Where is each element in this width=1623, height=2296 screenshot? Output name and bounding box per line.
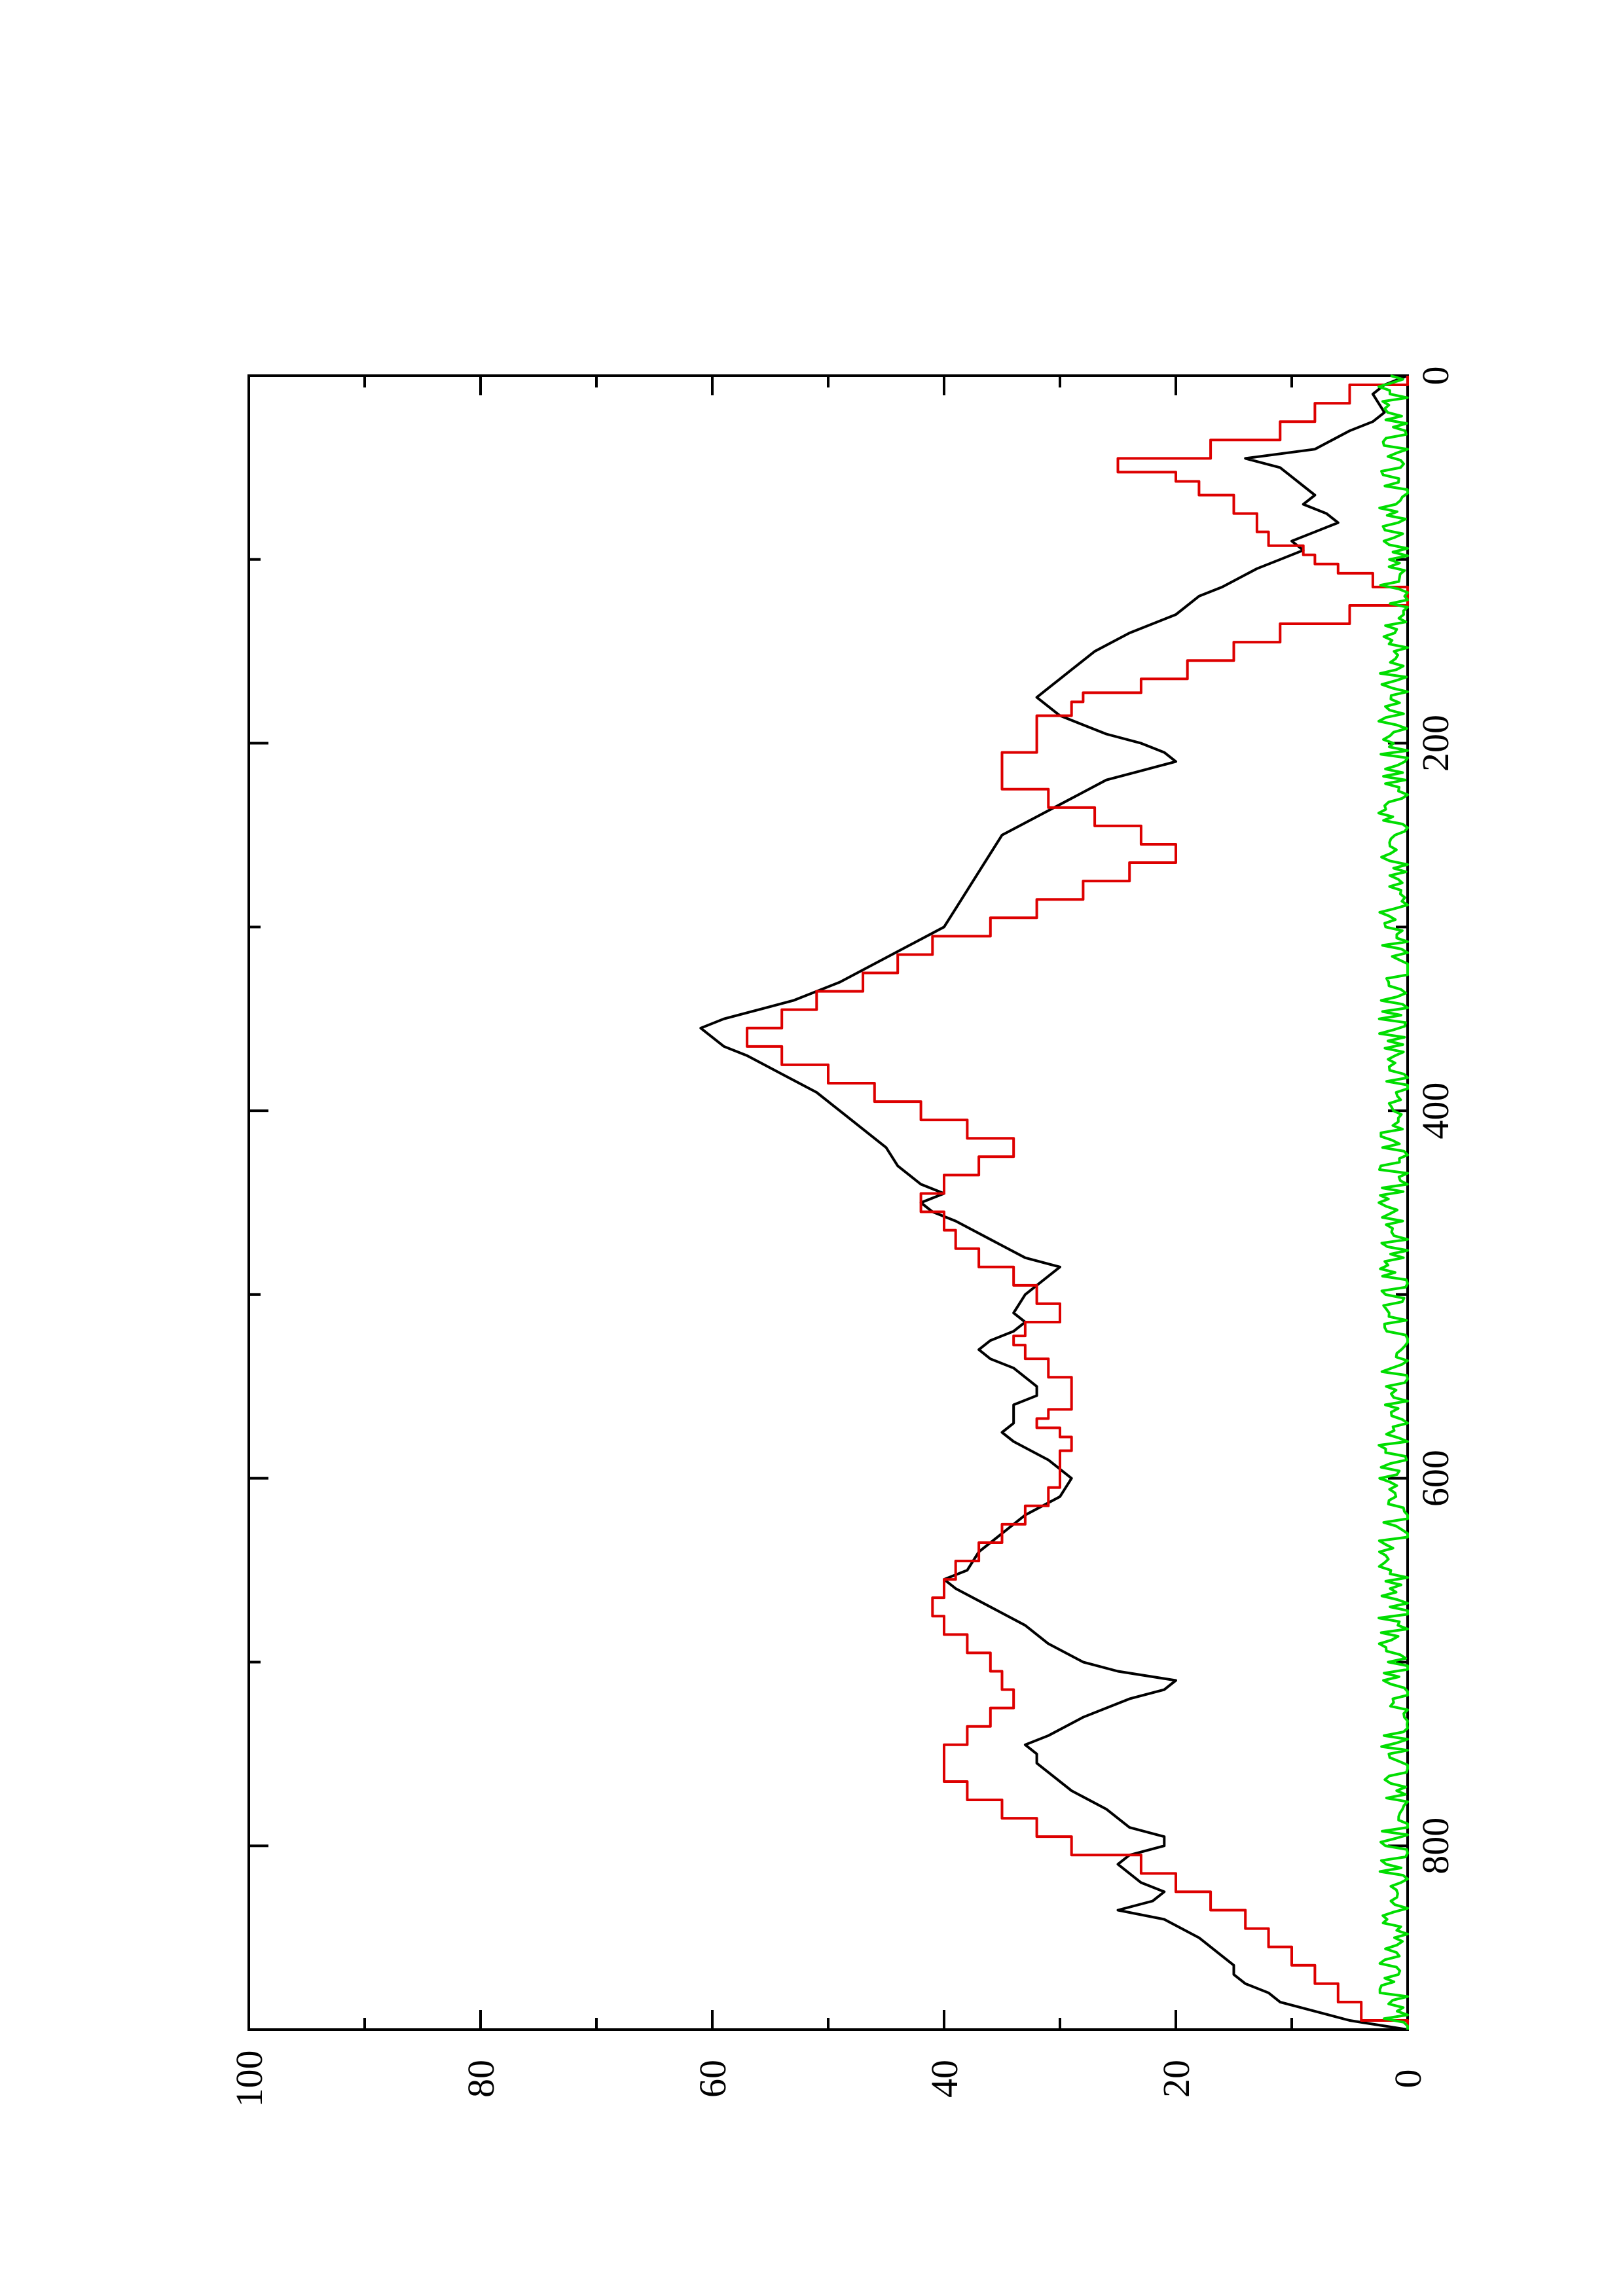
data-series: [699, 374, 1409, 2031]
axis-ticks: [247, 374, 1409, 2030]
x-tick-label: 600: [1414, 1450, 1457, 1507]
x-tick-label: 0: [1414, 367, 1457, 386]
y-tick-label: 20: [1155, 2060, 1197, 2098]
y-tick-label: 0: [1387, 2070, 1429, 2089]
plot-frame: [247, 374, 1409, 2031]
tick-labels: 0 200 400 600 800 0 20 40 60 80 100: [228, 367, 1457, 2108]
y-tick-label: 60: [691, 2060, 734, 2098]
y-tick-label: 100: [228, 2051, 270, 2108]
y-tick-label: 40: [923, 2060, 966, 2098]
x-tick-label: 400: [1414, 1083, 1457, 1139]
x-tick-label: 200: [1414, 715, 1457, 772]
series-stepped-line: [746, 376, 1409, 2030]
x-tick-label: 800: [1414, 1818, 1457, 1874]
y-tick-label: 80: [460, 2060, 502, 2098]
series-noise-line: [1377, 374, 1409, 2030]
